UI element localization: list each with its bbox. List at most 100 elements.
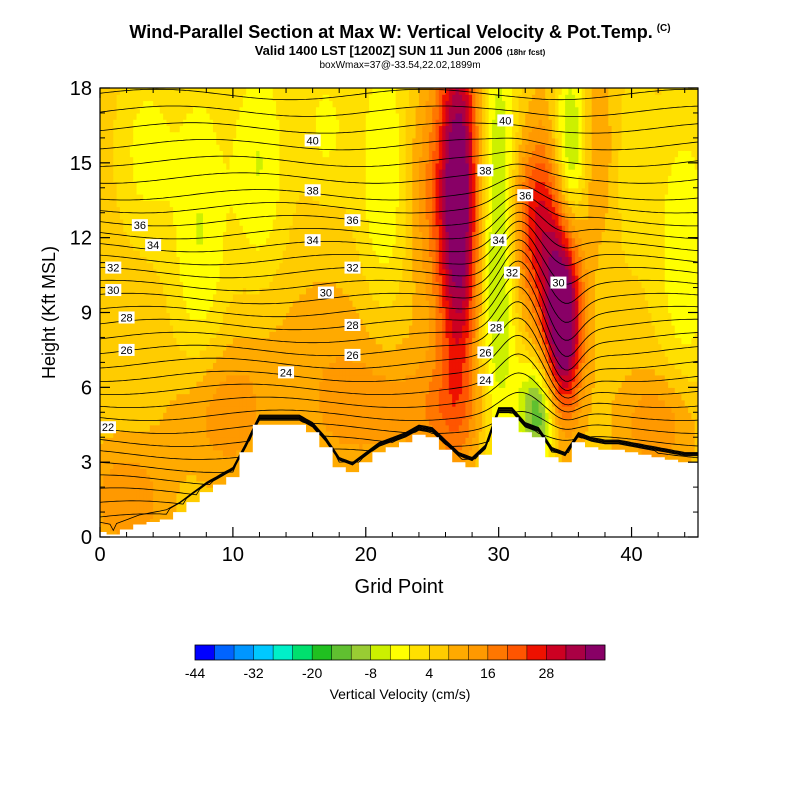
- w-cell: [246, 331, 251, 339]
- w-cell: [279, 356, 284, 363]
- w-cell: [156, 100, 161, 108]
- w-cell: [149, 449, 154, 457]
- w-cell: [146, 487, 151, 494]
- w-cell: [100, 480, 104, 488]
- w-cell: [252, 119, 257, 127]
- w-cell: [315, 169, 320, 176]
- w-cell: [232, 250, 237, 257]
- w-cell: [202, 356, 207, 363]
- w-cell: [139, 331, 144, 339]
- w-cell: [289, 275, 294, 282]
- w-cell: [319, 374, 324, 382]
- w-cell: [176, 250, 181, 257]
- w-cell: [216, 106, 221, 114]
- w-cell: [126, 300, 131, 307]
- w-cell: [239, 312, 244, 320]
- w-cell: [315, 287, 320, 295]
- w-cell: [169, 231, 174, 239]
- w-cell: [196, 206, 201, 214]
- w-cell: [202, 337, 207, 345]
- w-cell: [296, 262, 300, 270]
- w-cell: [305, 88, 310, 95]
- w-cell: [312, 206, 317, 214]
- w-cell: [100, 131, 104, 139]
- w-cell: [163, 125, 168, 133]
- w-cell: [153, 362, 158, 370]
- w-cell: [189, 106, 194, 114]
- w-cell: [292, 243, 297, 251]
- w-cell: [302, 218, 307, 226]
- w-cell: [199, 324, 204, 332]
- w-cell: [302, 318, 307, 326]
- w-cell: [262, 137, 267, 145]
- w-cell: [149, 268, 154, 276]
- chart-title: Wind-Parallel Section at Max W: Vertical…: [0, 22, 800, 43]
- w-cell: [189, 231, 194, 239]
- w-cell: [239, 94, 244, 102]
- w-cell: [123, 430, 128, 438]
- w-cell: [329, 406, 334, 413]
- w-cell: [289, 169, 294, 176]
- w-cell: [100, 462, 104, 470]
- w-cell: [166, 225, 171, 233]
- w-cell: [113, 449, 118, 457]
- w-cell: [252, 281, 257, 289]
- w-cell: [216, 374, 221, 382]
- w-cell: [262, 250, 267, 257]
- w-cell: [212, 412, 217, 420]
- w-cell: [309, 275, 314, 282]
- w-cell: [173, 287, 178, 295]
- w-cell: [219, 131, 224, 139]
- w-cell: [246, 150, 251, 158]
- w-cell: [206, 374, 211, 382]
- w-cell: [212, 150, 217, 158]
- w-cell: [315, 150, 320, 158]
- w-cell: [136, 349, 141, 357]
- w-cell: [126, 175, 131, 183]
- w-cell: [173, 225, 178, 233]
- w-cell: [266, 349, 271, 357]
- w-cell: [166, 144, 171, 151]
- w-cell: [123, 194, 128, 201]
- w-cell: [199, 393, 204, 401]
- w-cell: [149, 412, 154, 420]
- w-cell: [289, 137, 294, 145]
- w-cell: [299, 237, 304, 245]
- w-cell: [209, 300, 214, 307]
- w-cell: [159, 318, 164, 326]
- w-cell: [119, 524, 124, 532]
- w-cell: [309, 150, 314, 158]
- w-cell: [116, 530, 121, 537]
- w-cell: [212, 169, 217, 176]
- w-cell: [322, 393, 327, 401]
- w-cell: [309, 324, 314, 332]
- w-cell: [269, 349, 274, 357]
- w-cell: [173, 356, 178, 363]
- w-cell: [196, 362, 201, 370]
- w-cell: [309, 349, 314, 357]
- w-cell: [229, 449, 234, 457]
- w-cell: [113, 443, 118, 451]
- w-cell: [209, 231, 214, 239]
- w-cell: [153, 493, 158, 501]
- w-cell: [153, 112, 158, 120]
- w-cell: [299, 318, 304, 326]
- w-cell: [279, 112, 284, 120]
- w-cell: [276, 119, 280, 127]
- w-cell: [196, 487, 201, 494]
- w-cell: [236, 137, 241, 145]
- w-cell: [100, 331, 104, 339]
- w-cell: [193, 131, 197, 139]
- w-cell: [149, 181, 154, 189]
- w-cell: [113, 399, 118, 407]
- w-cell: [179, 144, 184, 151]
- w-cell: [312, 194, 317, 201]
- w-cell: [109, 106, 114, 114]
- w-cell: [173, 293, 178, 301]
- w-cell: [193, 406, 197, 413]
- w-cell: [139, 243, 144, 251]
- w-cell: [173, 443, 178, 451]
- w-cell: [222, 337, 227, 345]
- w-cell: [116, 518, 121, 526]
- w-cell: [193, 187, 197, 195]
